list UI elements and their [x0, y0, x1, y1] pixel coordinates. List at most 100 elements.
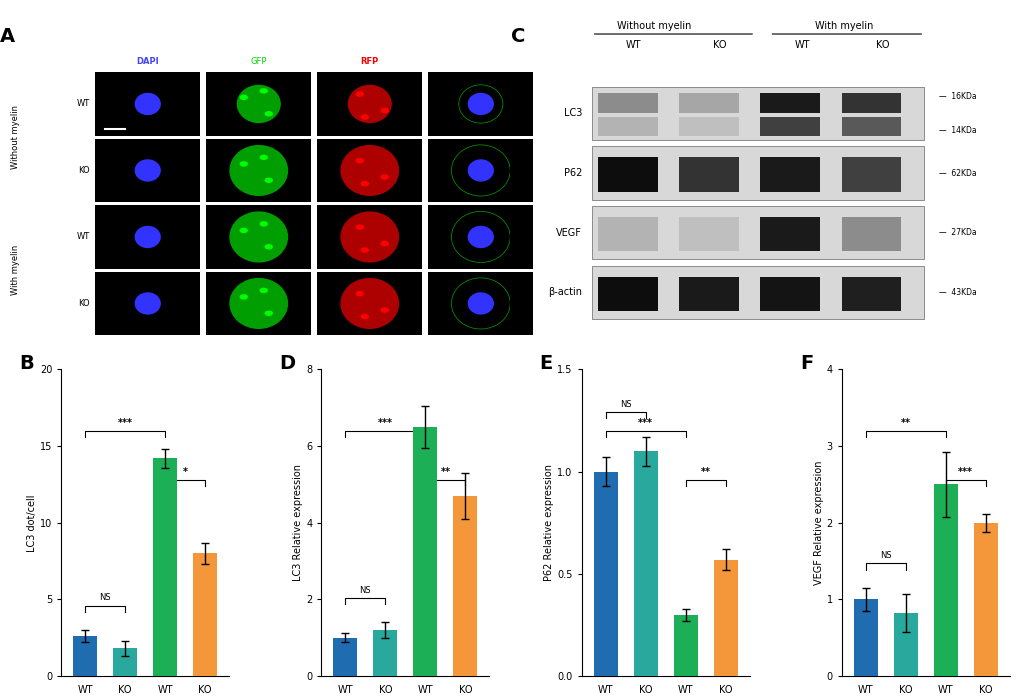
Circle shape	[259, 288, 268, 293]
Text: -LC3: -LC3	[271, 57, 289, 66]
Bar	[333, 638, 357, 676]
Text: VEGF: VEGF	[555, 228, 582, 238]
Bar	[593, 472, 618, 676]
Ellipse shape	[340, 145, 398, 196]
Bar	[317, 205, 422, 269]
Text: **: **	[440, 467, 450, 477]
Y-axis label: VEGF Relative expression: VEGF Relative expression	[813, 461, 823, 585]
Ellipse shape	[135, 226, 161, 248]
Text: -GFP-LC3: -GFP-LC3	[384, 57, 423, 66]
Text: With myelin: With myelin	[814, 21, 873, 31]
Text: LC3: LC3	[564, 108, 582, 118]
Text: B: B	[19, 354, 34, 373]
Bar	[591, 266, 923, 319]
Circle shape	[239, 294, 248, 300]
Y-axis label: P62 Relative expression: P62 Relative expression	[544, 464, 554, 581]
Bar	[853, 599, 877, 676]
Text: NS: NS	[360, 585, 371, 595]
Ellipse shape	[229, 211, 288, 263]
Text: —  62KDa: — 62KDa	[937, 169, 975, 178]
Text: KO: KO	[78, 166, 90, 175]
Text: KO: KO	[712, 40, 726, 50]
Circle shape	[380, 174, 388, 180]
Text: —  14KDa: — 14KDa	[937, 125, 975, 135]
Circle shape	[361, 181, 369, 186]
Text: Without myelin: Without myelin	[10, 105, 19, 169]
Bar	[841, 157, 901, 192]
Bar	[413, 427, 437, 676]
Ellipse shape	[468, 292, 493, 314]
Text: C: C	[511, 27, 525, 47]
Bar	[841, 277, 901, 311]
Bar	[760, 157, 819, 192]
Text: A: A	[0, 27, 15, 47]
Circle shape	[259, 221, 268, 227]
Ellipse shape	[229, 278, 288, 329]
Bar	[841, 93, 901, 114]
Y-axis label: LC3 dot/cell: LC3 dot/cell	[26, 494, 37, 551]
Text: With myelin: With myelin	[10, 245, 19, 296]
Bar	[95, 205, 200, 269]
Circle shape	[380, 240, 388, 246]
Text: ***: ***	[117, 418, 132, 428]
Text: WT: WT	[76, 100, 90, 109]
Text: E: E	[539, 354, 552, 373]
Text: ***: ***	[377, 418, 392, 428]
Circle shape	[259, 155, 268, 160]
Circle shape	[264, 311, 273, 316]
Bar	[760, 117, 819, 136]
Text: WT: WT	[76, 233, 90, 241]
Text: KO: KO	[875, 40, 889, 50]
Bar	[206, 72, 311, 136]
Circle shape	[380, 108, 388, 113]
Text: —  43KDa: — 43KDa	[937, 288, 975, 297]
Bar	[841, 117, 901, 136]
Bar	[95, 72, 200, 136]
Text: D: D	[279, 354, 296, 373]
Text: —  16KDa: — 16KDa	[937, 92, 975, 101]
Circle shape	[356, 91, 364, 97]
Text: *: *	[182, 467, 187, 477]
Circle shape	[361, 314, 369, 319]
Circle shape	[259, 88, 268, 93]
Bar	[893, 613, 917, 676]
Bar	[679, 157, 739, 192]
Text: WT: WT	[795, 40, 810, 50]
Bar	[713, 560, 737, 676]
Text: ***: ***	[958, 467, 972, 477]
Text: WT: WT	[625, 40, 640, 50]
Ellipse shape	[340, 278, 398, 329]
Text: NS: NS	[879, 551, 891, 560]
Ellipse shape	[135, 93, 161, 115]
Circle shape	[239, 95, 248, 100]
Circle shape	[361, 114, 369, 120]
Bar	[760, 217, 819, 252]
Bar	[841, 217, 901, 252]
Bar	[317, 272, 422, 335]
Text: KO: KO	[78, 299, 90, 308]
Bar	[673, 615, 697, 676]
Text: **: **	[700, 467, 710, 477]
Circle shape	[356, 224, 364, 230]
Bar	[597, 93, 657, 114]
Bar	[373, 630, 397, 676]
Circle shape	[264, 244, 273, 250]
Text: F: F	[799, 354, 812, 373]
Circle shape	[264, 111, 273, 116]
Ellipse shape	[347, 85, 391, 123]
Circle shape	[356, 158, 364, 163]
Bar	[597, 217, 657, 252]
Text: —  27KDa: — 27KDa	[937, 228, 975, 237]
Bar	[206, 139, 311, 202]
Bar	[597, 277, 657, 311]
Bar	[591, 146, 923, 199]
Text: RFP-: RFP-	[239, 57, 259, 66]
Bar	[428, 205, 533, 269]
Text: GFP: GFP	[251, 57, 267, 66]
Bar	[428, 72, 533, 136]
Bar	[317, 139, 422, 202]
Bar	[973, 523, 997, 676]
Ellipse shape	[340, 211, 398, 263]
Y-axis label: LC3 Relative expression: LC3 Relative expression	[293, 464, 303, 581]
Bar	[206, 272, 311, 335]
